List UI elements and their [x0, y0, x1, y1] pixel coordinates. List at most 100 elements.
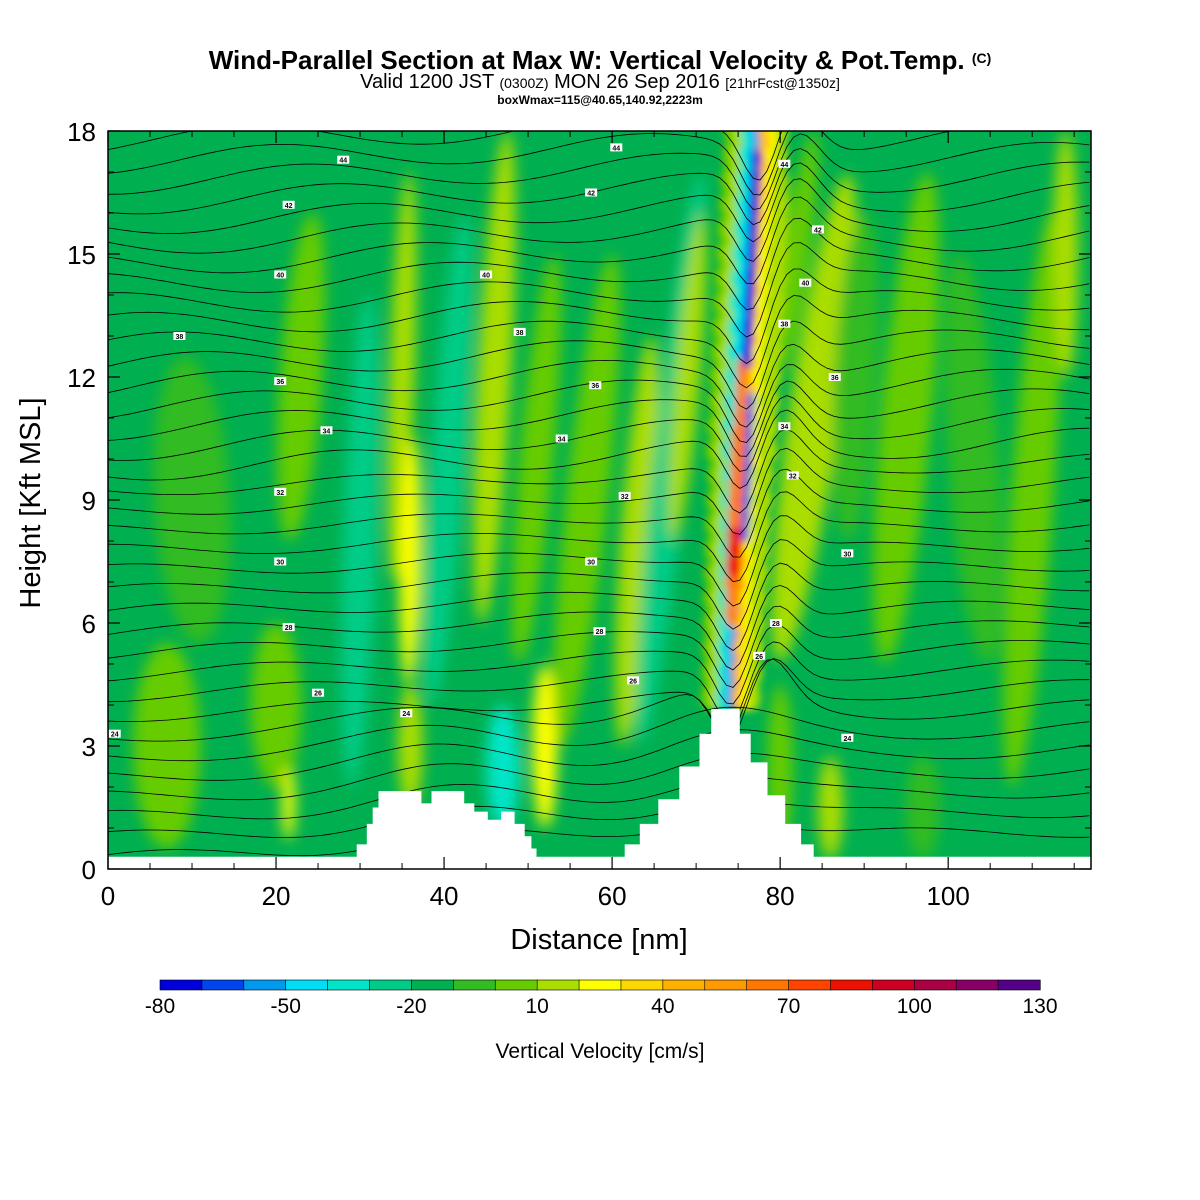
colorbar-swatch — [243, 979, 287, 991]
isentrope-line — [108, 148, 1090, 226]
potential-temperature-contours — [108, 131, 1090, 857]
isentrope-line — [108, 491, 1090, 583]
contour-label: 34 — [780, 424, 788, 431]
isentrope-line — [108, 395, 1090, 472]
downdraft-core — [742, 490, 751, 510]
velocity-band — [873, 172, 940, 664]
isentrope-line — [108, 447, 1090, 535]
y-axis-label: Height [Kft MSL] — [15, 397, 47, 608]
wave-cell — [748, 609, 766, 637]
wave-cell — [749, 584, 767, 613]
colorbar-swatch — [620, 979, 664, 991]
velocity-band — [775, 132, 819, 376]
velocity-band — [553, 255, 621, 745]
isentrope-line — [108, 409, 1090, 489]
y-tick-label: 3 — [82, 732, 96, 762]
y-tick-label: 0 — [82, 855, 96, 885]
contour-label-bg — [274, 557, 287, 566]
colorbar-swatch — [830, 979, 873, 991]
velocity-band — [486, 705, 520, 828]
y-tick-label: 6 — [82, 609, 96, 639]
contour-label: 38 — [176, 334, 184, 341]
contour-label-bg — [799, 278, 812, 287]
downdraft-core — [750, 147, 761, 172]
isentrope-line — [108, 196, 1090, 285]
downdraft-core — [741, 506, 750, 527]
isentrope-line — [108, 468, 1090, 558]
contour-label-bg — [778, 159, 791, 168]
velocity-band — [282, 766, 295, 841]
velocity-band — [615, 336, 660, 746]
velocity-band — [532, 664, 558, 828]
contour-label: 42 — [587, 191, 595, 198]
contour-label: 34 — [323, 428, 331, 435]
x-tick-label: 80 — [766, 881, 795, 911]
contour-label: 40 — [276, 273, 284, 280]
contour-label: 24 — [402, 711, 410, 718]
contour-label: 30 — [276, 560, 284, 567]
velocity-band — [277, 213, 326, 541]
colorbar-tick-label: 40 — [651, 995, 674, 1018]
contour-label: 38 — [780, 322, 788, 329]
contour-label: 42 — [814, 227, 822, 234]
contour-label-bg — [841, 549, 854, 558]
isentrope-line — [108, 515, 1090, 607]
wave-cell — [759, 387, 780, 416]
contour-label: 36 — [591, 383, 599, 390]
colorbar-swatch — [411, 979, 454, 991]
chart-title: Wind-Parallel Section at Max W: Vertical… — [208, 45, 992, 75]
contour-label-bg — [337, 155, 350, 164]
contour-label: 24 — [111, 732, 119, 739]
velocity-band — [341, 295, 379, 787]
isentrope-line — [108, 343, 1090, 428]
contour-label: 30 — [843, 551, 851, 558]
colorbar-tick-label: 100 — [897, 995, 932, 1018]
colorbar-swatch — [662, 979, 706, 991]
isentrope-line — [108, 822, 1090, 857]
contour-label: 30 — [587, 560, 595, 567]
colorbar: -80 -50 -20 10 40 70 100 130 — [145, 979, 1058, 1018]
contour-label: 24 — [843, 736, 851, 743]
contour-label-bg — [480, 270, 493, 279]
contour-label-bg — [274, 487, 287, 496]
contour-label: 26 — [314, 691, 322, 698]
contour-label-bg — [593, 627, 606, 636]
isentrope-line — [108, 584, 1090, 671]
contour-label-bg — [282, 200, 295, 209]
isentrope-line — [108, 268, 1090, 364]
y-tick-label: 15 — [67, 240, 96, 270]
colorbar-tick-label: 10 — [525, 995, 548, 1018]
contour-label-bg — [282, 623, 295, 632]
contour-label-bg — [778, 319, 791, 328]
velocity-band — [668, 213, 707, 541]
isentrope-line — [108, 428, 1090, 514]
wave-cell — [771, 166, 788, 195]
downdraft-core — [741, 522, 750, 543]
contour-label-bg — [841, 733, 854, 742]
isentrope-line — [108, 295, 1090, 389]
y-tick-label: 18 — [67, 117, 96, 147]
contour-label-bg — [811, 225, 824, 234]
contour-label-bg — [753, 651, 766, 660]
title-mark: (C) — [971, 50, 992, 66]
contour-label: 26 — [629, 678, 637, 685]
colorbar-tick-label: -20 — [396, 995, 426, 1018]
wave-cell — [756, 436, 778, 465]
colorbar-swatch — [536, 979, 580, 991]
velocity-band — [1053, 131, 1079, 377]
colorbar-swatch — [285, 979, 329, 991]
colorbar-swatch — [704, 979, 748, 991]
colorbar-tick-label: -80 — [145, 995, 175, 1018]
downdraft-core — [746, 408, 755, 428]
wave-cell — [760, 363, 781, 391]
contour-label: 44 — [780, 162, 788, 169]
x-tick-label: 100 — [926, 881, 969, 911]
contour-label-bg — [589, 381, 602, 390]
velocity-band — [944, 254, 1003, 664]
contour-label-bg — [274, 377, 287, 386]
contour-label-bg — [108, 729, 121, 738]
contour-label: 44 — [612, 145, 620, 152]
isentrope-line — [108, 752, 1090, 801]
colorbar-swatch — [746, 979, 790, 991]
